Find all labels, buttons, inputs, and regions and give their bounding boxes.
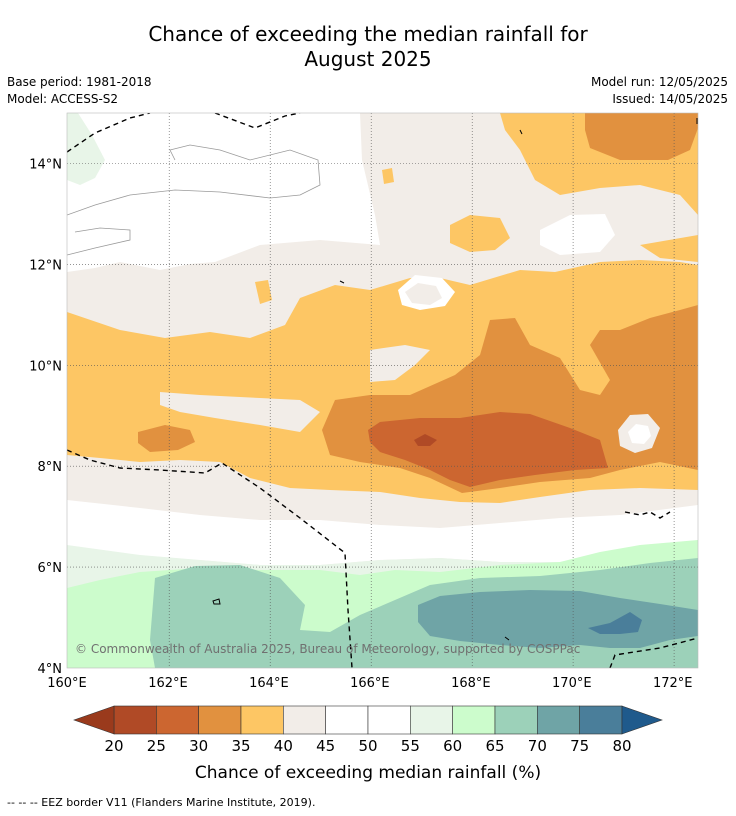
colorbar: 20 25 30 35 40 45 50 55 60 65 70 75 80 (73, 705, 663, 755)
colorbar-segment (494, 705, 538, 735)
copyright-notice: © Commonwealth of Australia 2025, Bureau… (75, 642, 580, 656)
colorbar-tick-label: 20 (104, 737, 123, 755)
colorbar-segment (452, 705, 496, 735)
lon-tick-labels: 160°E 162°E 164°E 166°E 168°E 170°E 172°E (47, 676, 692, 691)
colorbar-segment (579, 705, 623, 735)
colorbar-segment (283, 705, 326, 735)
band-45-55-ring-east-inner (628, 424, 651, 444)
colorbar-tick-label: 45 (316, 737, 335, 755)
lon-tick-label: 162°E (148, 676, 188, 691)
eez-border (67, 113, 698, 668)
band-45-55-south (67, 500, 698, 575)
lon-tick-label: 166°E (350, 676, 390, 691)
island-outline (339, 280, 345, 284)
lat-tick-label: 12°N (29, 258, 62, 273)
band-35-40-small-patch (382, 168, 394, 184)
issued-date: Issued: 14/05/2025 (612, 92, 728, 106)
band-35-40-northeast-tail (640, 235, 698, 262)
colorbar-segment (325, 705, 369, 735)
band-35-40-small-patch-2 (255, 280, 272, 304)
lat-tick-label: 8°N (38, 460, 63, 475)
band-75-80 (588, 612, 642, 634)
eez-border-line (67, 449, 353, 668)
islands (212, 118, 698, 641)
colorbar-tick-label: 50 (358, 737, 377, 755)
base-period: Base period: 1981-2018 (7, 75, 152, 89)
colorbar-tick-label: 70 (528, 737, 547, 755)
meta-left: Base period: 1981-2018 Model: ACCESS-S2 (7, 74, 152, 108)
eez-border-line (214, 113, 301, 129)
colorbar-tick-label: 35 (231, 737, 250, 755)
colorbar-tick-label: 75 (570, 737, 589, 755)
lon-tick-label: 170°E (552, 676, 592, 691)
title-line-1: Chance of exceeding the median rainfall … (148, 22, 588, 46)
colorbar-segment (410, 705, 453, 735)
band-30-35-north (585, 113, 698, 160)
meta-right: Model run: 12/05/2025 Issued: 14/05/2025 (591, 74, 728, 108)
band-45-55-northeast-pocket (540, 214, 615, 255)
band-30-35-west-patch (138, 425, 195, 452)
island-outline (519, 129, 523, 135)
contour-line (67, 144, 321, 216)
lon-tick-label: 164°E (249, 676, 289, 691)
lat-tick-label: 10°N (29, 359, 62, 374)
eez-border-line (609, 637, 698, 668)
band-70-75 (418, 590, 698, 648)
lat-tick-label: 6°N (38, 561, 63, 576)
colorbar-tick-label: 60 (443, 737, 462, 755)
colorbar-segment (198, 705, 242, 735)
map-title: Chance of exceeding the median rainfall … (0, 22, 736, 72)
island-outline (212, 598, 221, 605)
colorbar-low-extend (73, 705, 115, 735)
band-55-60-northwest (67, 113, 105, 185)
band-40-45-pocket-2 (160, 392, 320, 432)
island-outline (504, 636, 510, 641)
eez-border-line (67, 113, 151, 153)
model-name: Model: ACCESS-S2 (7, 92, 119, 106)
colorbar-segment (113, 705, 157, 735)
band-40-45-pocket-1 (370, 345, 430, 382)
colorbar-segment (537, 705, 580, 735)
lat-tick-label: 14°N (29, 157, 62, 172)
band-25-30-core (368, 412, 608, 487)
map-frame (66, 112, 699, 669)
colorbar-high-extend (621, 705, 663, 735)
map-fill: © Commonwealth of Australia 2025, Bureau… (67, 113, 698, 668)
colorbar-tick-label: 40 (274, 737, 293, 755)
model-run-date: Model run: 12/05/2025 (590, 75, 728, 89)
colorbar-tick-label: 55 (401, 737, 420, 755)
colorbar-segment (240, 705, 284, 735)
lat-tick-label: 4°N (38, 662, 63, 677)
colorbar-tick-label: 80 (612, 737, 631, 755)
lon-tick-label: 172°E (653, 676, 693, 691)
colorbar-label: Chance of exceeding median rainfall (%) (195, 763, 541, 783)
eez-border-line (624, 511, 671, 519)
graticule (67, 113, 698, 668)
title-line-2: August 2025 (304, 47, 432, 71)
lat-tick-labels: 4°N 6°N 8°N 10°N 12°N 14°N (29, 157, 62, 677)
lon-tick-label: 168°E (451, 676, 491, 691)
colorbar-tick-label: 65 (485, 737, 504, 755)
band-55-60-pocket-ring (405, 283, 442, 305)
colorbar-tick-label: 30 (189, 737, 208, 755)
lon-tick-label: 160°E (47, 676, 87, 691)
contour-line (67, 227, 131, 256)
colorbar-tick-label: 25 (147, 737, 166, 755)
band-20-25-core (414, 434, 437, 446)
band-35-40-north-patch (450, 215, 510, 252)
colorbar-segment (367, 705, 411, 735)
colorbar-segment (156, 705, 199, 735)
eez-footnote: -- -- -- EEZ border V11 (Flanders Marine… (7, 796, 316, 809)
